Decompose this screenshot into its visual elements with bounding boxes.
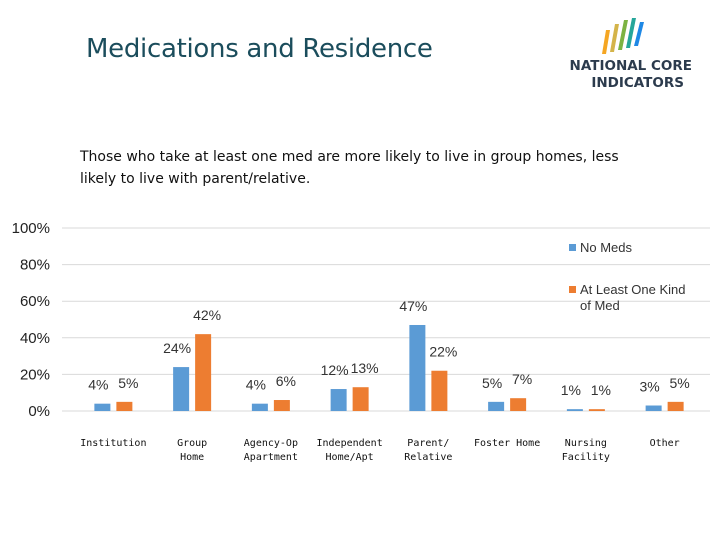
category-label: Other xyxy=(650,438,680,449)
legend-label: of Med xyxy=(580,298,620,313)
y-tick-label: 40% xyxy=(20,330,50,347)
category-label: Group xyxy=(177,438,207,449)
legend-swatch xyxy=(569,286,576,293)
bar xyxy=(431,370,448,411)
data-label: 24% xyxy=(163,340,191,356)
data-labels: 4% 5% 24% 42% 4% 6% 12% 13% 47% 22% 5% 7% 1% 1% 3% 5% xyxy=(88,298,689,398)
logo-line-2: INDICATORS xyxy=(591,75,684,91)
bar xyxy=(510,398,527,411)
y-tick-label: 60% xyxy=(20,293,50,310)
slide-subtitle: Those who take at least one med are more… xyxy=(80,149,619,187)
data-label: 1% xyxy=(591,382,611,398)
y-tick-label: 100% xyxy=(12,220,50,237)
category-label: Apartment xyxy=(244,452,298,463)
data-label: 22% xyxy=(429,344,457,360)
category-label: Independent xyxy=(317,438,383,449)
bar xyxy=(667,401,684,411)
bar xyxy=(488,401,505,411)
bar xyxy=(330,389,347,411)
data-label: 1% xyxy=(561,382,581,398)
data-label: 42% xyxy=(193,307,221,323)
logo-line-1: NATIONAL CORE xyxy=(569,58,692,74)
data-label: 5% xyxy=(482,375,502,391)
legend-label: At Least One Kind xyxy=(580,282,686,297)
bar xyxy=(588,409,605,411)
bar xyxy=(409,324,426,411)
data-label: 47% xyxy=(399,298,427,314)
logo-bars-icon xyxy=(602,18,644,54)
category-label: Home xyxy=(180,452,204,463)
category-label: Agency-Op xyxy=(244,438,298,449)
data-label: 4% xyxy=(246,377,266,393)
y-tick-label: 20% xyxy=(20,366,50,383)
bar xyxy=(645,405,662,411)
bars xyxy=(94,324,684,411)
y-axis-ticks: 0% 20% 40% 60% 80% 100% xyxy=(12,220,50,420)
data-label: 6% xyxy=(276,373,296,389)
data-label: 13% xyxy=(351,360,379,376)
category-label: Foster Home xyxy=(474,438,540,449)
bar-chart: 0%20%40%60%80%100% 4% 5%24%42%4% 6%12% 13%4… xyxy=(12,220,710,463)
data-label: 7% xyxy=(512,371,532,387)
bar xyxy=(273,400,290,411)
data-label: 3% xyxy=(640,379,660,395)
bar xyxy=(94,403,111,411)
slide-title: Medications and Residence xyxy=(86,34,433,64)
category-label: Home/Apt xyxy=(326,452,374,463)
bar xyxy=(251,403,268,411)
nci-logo: NATIONAL CORE INDICATORS xyxy=(556,14,696,94)
data-label: 4% xyxy=(88,377,108,393)
data-label: 5% xyxy=(670,375,690,391)
bar xyxy=(173,367,190,411)
legend-swatch xyxy=(569,244,576,251)
category-label: Institution xyxy=(80,438,146,449)
bar xyxy=(352,387,369,411)
data-label: 5% xyxy=(118,375,138,391)
category-label: Relative xyxy=(404,452,452,463)
category-label: Parent/ xyxy=(407,438,449,449)
bar xyxy=(195,334,212,411)
y-tick-label: 80% xyxy=(20,257,50,274)
data-label: 12% xyxy=(321,362,349,378)
category-labels: Institution Group Home Agency-Op Apartment In… xyxy=(80,438,679,463)
y-tick-label: 0% xyxy=(28,403,50,420)
bar xyxy=(116,401,133,411)
gridlines xyxy=(62,227,710,412)
category-label: Nursing xyxy=(565,438,607,449)
legend-label: No Meds xyxy=(580,240,633,255)
category-label: Facility xyxy=(562,452,610,463)
bar xyxy=(566,409,583,411)
